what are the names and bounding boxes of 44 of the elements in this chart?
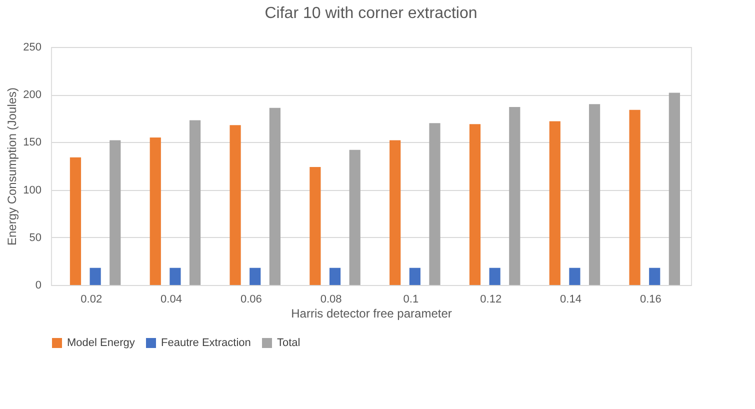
bar [469,124,481,285]
legend-label: Total [277,337,300,349]
bar [310,166,321,285]
y-tick-label: 150 [23,136,42,149]
x-tick-label: 0.14 [560,294,582,306]
bar [90,268,101,285]
x-tick-label: 0.16 [640,294,662,306]
bar [170,268,181,285]
y-axis-title: Energy Consumption (Joules) [5,87,20,246]
bar [150,137,161,285]
bar [390,140,401,285]
x-tick-label: 0.04 [160,294,182,306]
bar [349,150,360,285]
bar [668,92,680,285]
x-tick-label: 0.1 [403,294,419,306]
x-tick-label: 0.06 [240,294,262,306]
x-tick-label: 0.08 [320,294,342,306]
bar [230,125,241,285]
bar [329,268,341,285]
bar [110,140,121,285]
bar [588,104,600,285]
x-tick-label: 0.02 [80,294,102,306]
bar [269,108,280,285]
bar [70,157,82,285]
bar [189,120,201,285]
x-axis-title: Harris detector free parameter [291,306,452,320]
y-tick-label: 200 [23,89,42,102]
bar [569,268,580,285]
bar [629,110,640,285]
bar [489,268,500,285]
bar [649,268,660,285]
y-tick-label: 50 [29,232,42,244]
bar [509,106,520,285]
chart-title: Cifar 10 with corner extraction [264,5,478,22]
bar [549,121,560,285]
y-tick-label: 100 [23,184,42,196]
y-tick-label: 250 [23,42,42,54]
legend-label: Model Energy [67,337,136,349]
bar [409,268,420,285]
bar [250,268,261,285]
y-tick-label: 0 [35,280,42,292]
x-tick-label: 0.12 [480,294,502,306]
bar [429,123,440,285]
legend-label: Feautre Extraction [161,337,251,349]
